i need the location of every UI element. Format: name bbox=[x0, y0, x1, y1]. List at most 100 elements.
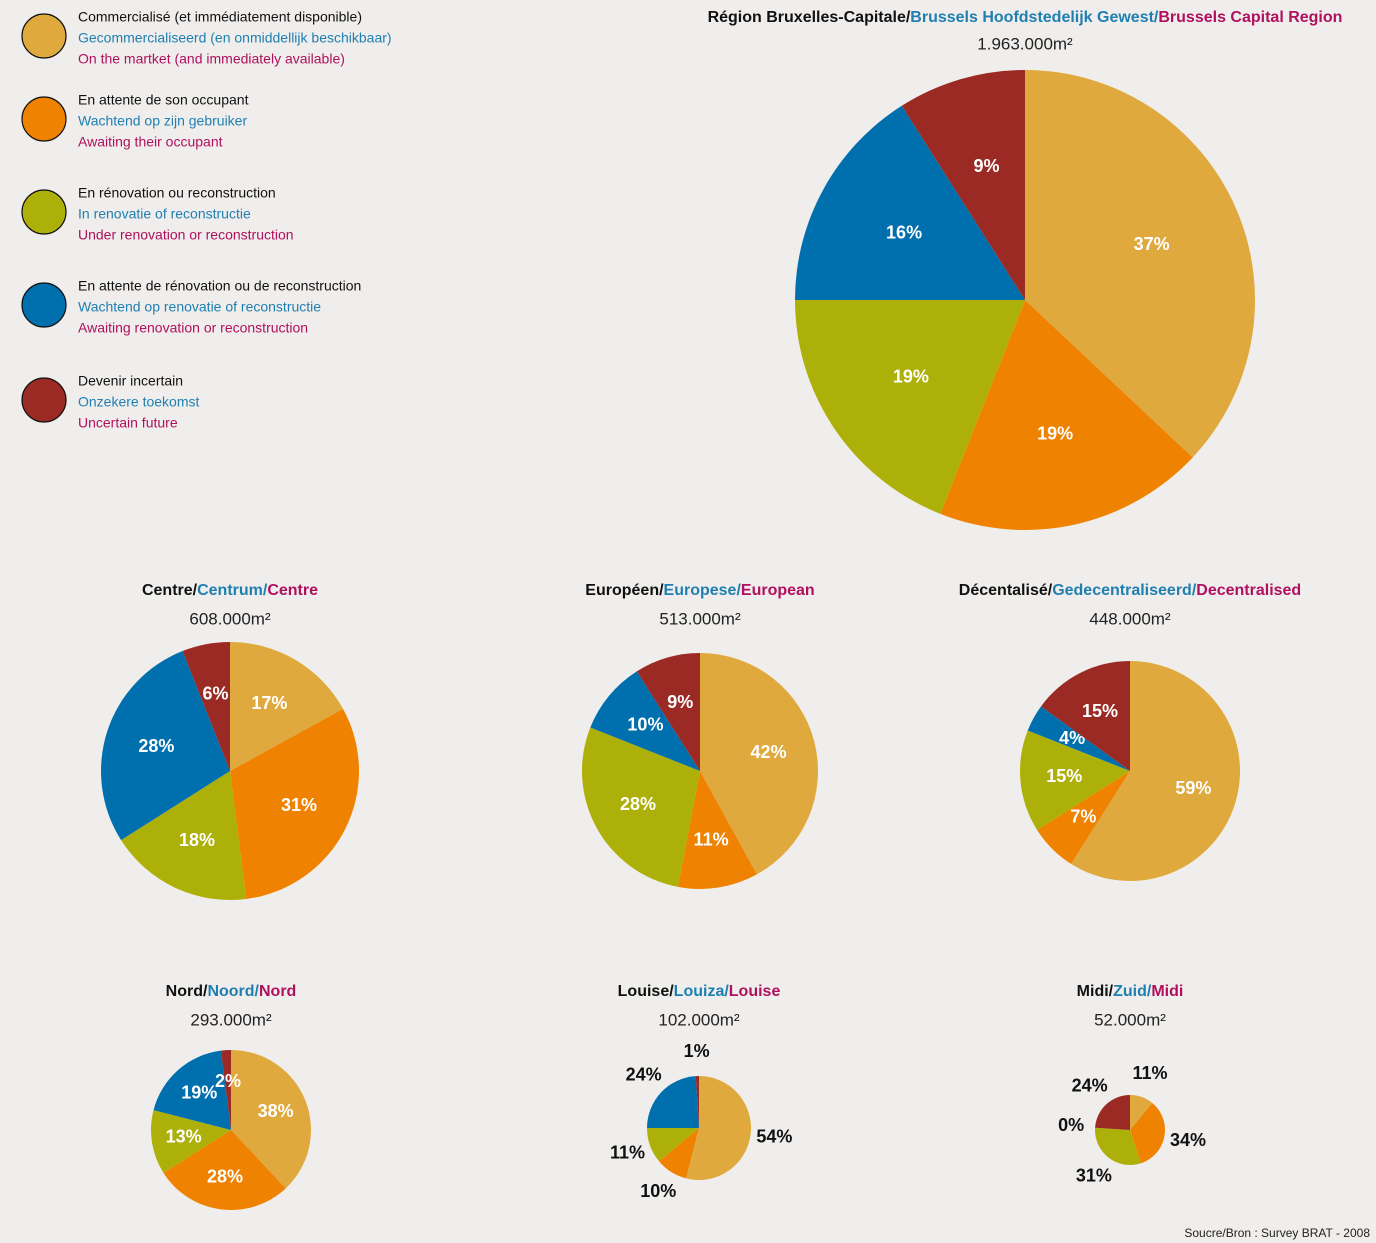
pie-label: 59% bbox=[1175, 778, 1211, 798]
pie-label: 9% bbox=[973, 156, 999, 176]
pie-title-part: Zuid/ bbox=[1113, 983, 1152, 1000]
pie-title: Nord/Noord/Nord bbox=[166, 983, 297, 1000]
pie-label: 11% bbox=[1132, 1063, 1167, 1083]
pie-title: Européen/Europese/European bbox=[585, 582, 814, 599]
pie-title-part: Decentralised bbox=[1196, 582, 1301, 599]
pie-label: 31% bbox=[1076, 1165, 1112, 1185]
pie-label: 1% bbox=[684, 1041, 710, 1061]
pie-label: 28% bbox=[620, 794, 656, 814]
pie-label: 34% bbox=[1170, 1130, 1206, 1150]
pie-title-part: Nord bbox=[259, 983, 296, 1000]
pie-slice bbox=[1071, 661, 1241, 882]
pie-slice bbox=[901, 70, 1025, 300]
pie-label: 31% bbox=[281, 795, 317, 815]
pie-title-part: Louise bbox=[729, 983, 781, 1000]
pie-title-part: Louise/ bbox=[618, 983, 675, 1000]
pie-label: 11% bbox=[694, 830, 729, 850]
pie-label: 13% bbox=[166, 1126, 202, 1146]
pie-slice bbox=[940, 300, 1193, 530]
legend-label: On the martket (and immediately availabl… bbox=[78, 51, 345, 67]
legend-label: Awaiting renovation or reconstruction bbox=[78, 320, 308, 336]
pie-slice bbox=[220, 1050, 231, 1130]
legend-label: In renovatie of reconstructie bbox=[78, 206, 251, 222]
pie-slice bbox=[1020, 730, 1130, 830]
pie-slice bbox=[658, 1128, 699, 1179]
pie-slice bbox=[1095, 1095, 1130, 1130]
pie-label: 24% bbox=[1072, 1076, 1108, 1096]
pie-title-part: Nord/ bbox=[166, 983, 208, 1000]
pie-label: 9% bbox=[667, 692, 693, 712]
pie-slice bbox=[100, 651, 230, 841]
pie-slice bbox=[182, 642, 230, 771]
pie-title: Décentalisé/Gedecentraliseerd/Decentrali… bbox=[959, 582, 1301, 599]
pie-slice bbox=[153, 1050, 231, 1130]
pie-label: 10% bbox=[627, 715, 663, 735]
legend-swatch bbox=[21, 189, 67, 235]
pie-slice bbox=[695, 1076, 699, 1128]
pie-slice bbox=[1041, 661, 1130, 771]
legend-label: Commercialisé (et immédiatement disponib… bbox=[78, 9, 362, 25]
legend-label: En rénovation ou reconstruction bbox=[78, 185, 276, 201]
pie-slice bbox=[647, 1076, 699, 1128]
pie-slice bbox=[230, 642, 344, 771]
legend-label: Uncertain future bbox=[78, 415, 178, 431]
pie-slice bbox=[700, 653, 818, 875]
pie-slice bbox=[1130, 1095, 1153, 1130]
legend-label: Gecommercialiseerd (en onmiddellijk besc… bbox=[78, 30, 392, 46]
pie-subtitle: 608.000m² bbox=[189, 609, 271, 628]
pie-label: 19% bbox=[181, 1083, 217, 1103]
pie-slice bbox=[1025, 70, 1255, 458]
pie-slice bbox=[582, 727, 700, 887]
legend-label: En attente de son occupant bbox=[78, 92, 249, 108]
pie-subtitle: 52.000m² bbox=[1094, 1010, 1166, 1029]
pie-title-part: Midi bbox=[1151, 983, 1183, 1000]
pie-label: 16% bbox=[886, 222, 922, 242]
pie-title-part: Décentalisé/ bbox=[959, 582, 1053, 599]
pie-slice bbox=[1130, 1103, 1165, 1164]
pie-title-part: Louiza/ bbox=[674, 983, 730, 1000]
pie-title-part: Noord/ bbox=[207, 983, 259, 1000]
legend-swatch bbox=[21, 96, 67, 142]
pie-label: 18% bbox=[179, 830, 215, 850]
source: Soucre/Bron : Survey BRAT - 2008 bbox=[1184, 1226, 1370, 1240]
pie-slice bbox=[121, 771, 247, 900]
pie-label: 17% bbox=[251, 693, 287, 713]
legend-label: Devenir incertain bbox=[78, 373, 183, 389]
pie-label: 19% bbox=[1037, 423, 1073, 443]
pie-title: Midi/Zuid/Midi bbox=[1077, 983, 1184, 1000]
pie-subtitle: 448.000m² bbox=[1089, 609, 1171, 628]
pie-label: 19% bbox=[893, 366, 929, 386]
legend-swatch bbox=[21, 282, 67, 328]
legend-label: Wachtend op renovatie of reconstructie bbox=[78, 299, 321, 315]
pie-label: 15% bbox=[1082, 701, 1118, 721]
legend-label: Awaiting their occupant bbox=[78, 134, 223, 150]
pie-label: 28% bbox=[138, 736, 174, 756]
pie-label: 42% bbox=[751, 742, 787, 762]
pie-label: 10% bbox=[640, 1181, 676, 1201]
pie-title-part: Centre bbox=[267, 582, 318, 599]
pie-subtitle: 1.963.000m² bbox=[977, 34, 1073, 53]
pie-label: 7% bbox=[1070, 806, 1096, 826]
legend-label: En attente de rénovation ou de reconstru… bbox=[78, 278, 361, 294]
pie-title-part: Gedecentraliseerd/ bbox=[1052, 582, 1197, 599]
pie-slice bbox=[230, 708, 360, 899]
pie-label: 38% bbox=[258, 1101, 294, 1121]
pie-slice bbox=[677, 771, 757, 889]
pie-label: 37% bbox=[1134, 234, 1170, 254]
pie-slice bbox=[151, 1110, 231, 1173]
pie-label: 6% bbox=[202, 684, 228, 704]
pie-slice bbox=[647, 1128, 699, 1162]
pie-label: 2% bbox=[215, 1071, 241, 1091]
legend-label: Under renovation or reconstruction bbox=[78, 227, 294, 243]
pie-title: Louise/Louiza/Louise bbox=[618, 983, 781, 1000]
pie-title: Centre/Centrum/Centre bbox=[142, 582, 318, 599]
pie-title-part: Centrum/ bbox=[197, 582, 268, 599]
pie-title-part: Brussels Hoofdstedelijk Gewest/ bbox=[910, 9, 1159, 26]
pie-label: 54% bbox=[756, 1126, 792, 1146]
legend-label: Onzekere toekomst bbox=[78, 394, 199, 410]
pie-slice bbox=[686, 1076, 751, 1180]
pie-title-part: Région Bruxelles-Capitale/ bbox=[708, 9, 911, 26]
pie-slice bbox=[163, 1130, 286, 1210]
pie-label: 24% bbox=[626, 1065, 662, 1085]
